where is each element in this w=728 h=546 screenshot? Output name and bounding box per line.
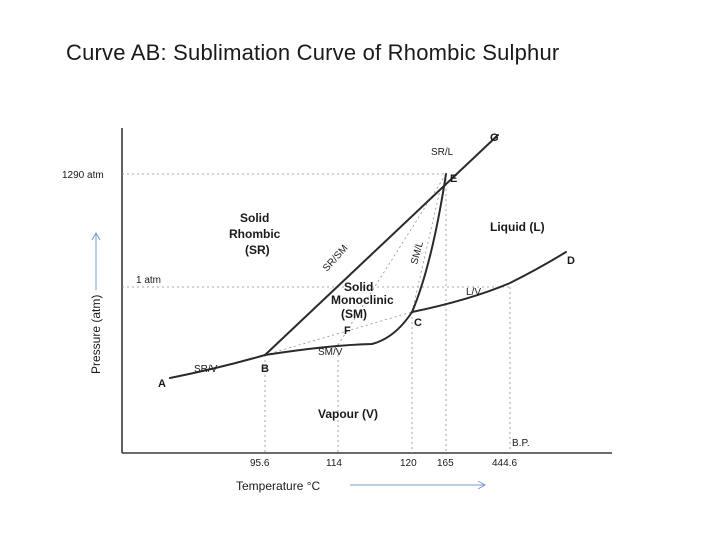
tick-114: 114: [326, 458, 342, 469]
label-sr-l: SR/L: [431, 147, 454, 158]
tick-95-6: 95.6: [250, 458, 270, 469]
point-f: F: [344, 325, 351, 337]
region-liquid: Liquid (L): [490, 220, 545, 234]
region-solid-monoclinic-1: Solid: [344, 280, 373, 294]
curve-bg: [264, 134, 499, 356]
point-g: G: [490, 132, 499, 144]
tick-1290atm: 1290 atm: [62, 170, 104, 181]
curve-bc: [264, 311, 413, 356]
point-d: D: [567, 255, 575, 267]
label-l-v: L/V: [466, 287, 481, 298]
metastable-ce: [411, 189, 441, 313]
point-a: A: [158, 378, 166, 390]
region-vapour: Vapour (V): [318, 407, 378, 421]
tick-444-6: 444.6: [492, 458, 517, 469]
region-solid-monoclinic-2: Monoclinic: [331, 293, 394, 307]
tick-120: 120: [400, 458, 417, 469]
slide-title: Curve AB: Sublimation Curve of Rhombic S…: [66, 40, 560, 65]
y-arrow-head: [91, 231, 101, 241]
curve-cd: [411, 251, 567, 313]
curve-ce: [411, 173, 447, 313]
bp-label: B.P.: [512, 438, 530, 449]
metastable-fe: [337, 173, 447, 346]
region-solid-rhombic-1: Solid: [240, 211, 269, 225]
x-arrow-head: [477, 480, 487, 490]
y-axis-label: Pressure (atm): [89, 295, 103, 374]
region-solid-rhombic-2: Rhombic: [229, 227, 281, 241]
point-e: E: [450, 173, 457, 185]
point-b: B: [261, 363, 269, 375]
region-solid-monoclinic-3: (SM): [341, 307, 367, 321]
label-sr-v: SR/V: [194, 364, 218, 375]
tick-165: 165: [437, 458, 454, 469]
point-c: C: [414, 317, 422, 329]
x-axis-label: Temperature °C: [236, 479, 320, 493]
label-sr-sm: SR/SM: [321, 243, 350, 274]
region-solid-rhombic-3: (SR): [245, 243, 270, 257]
curve-ab: [169, 354, 266, 379]
metastable-bc: [264, 311, 413, 356]
tick-1atm: 1 atm: [136, 275, 161, 286]
label-sm-v: SM/V: [318, 347, 343, 358]
